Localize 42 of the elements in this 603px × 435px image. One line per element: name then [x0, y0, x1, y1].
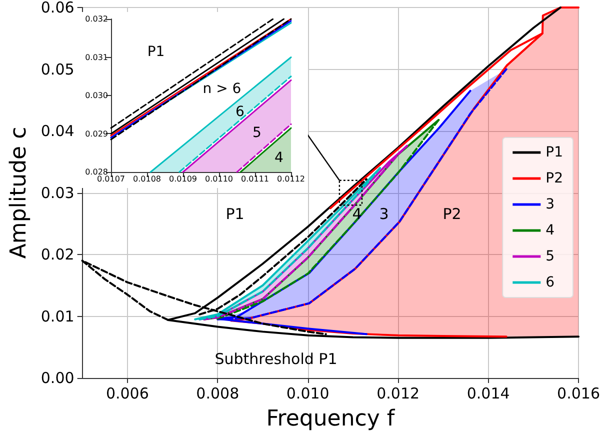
annotation: 3: [379, 205, 389, 223]
y-tick-label: 0.01: [40, 307, 74, 326]
y-tick-label: 0.02: [40, 246, 74, 264]
x-tick-label: 0.0107: [97, 174, 125, 184]
x-tick-label: 0.012: [376, 384, 420, 402]
x-tick-label: 0.0108: [133, 174, 161, 184]
x-tick-label: 0.0109: [169, 174, 197, 184]
x-tick-label: 0.008: [196, 384, 240, 402]
y-tick-label: 0.031: [85, 52, 108, 62]
annotation: P1: [226, 205, 244, 223]
y-tick-label: 0.030: [85, 91, 108, 100]
y-tick-label: 0.028: [85, 168, 108, 176]
y-axis-title: Amplitude c: [6, 126, 32, 259]
annotation: 6: [236, 104, 245, 120]
x-tick-label: 0.0110: [205, 174, 233, 184]
x-tick-label: 0.0112: [277, 174, 306, 184]
x-axis-title: Frequency f: [266, 406, 396, 432]
y-tick-label: 0.05: [40, 60, 74, 78]
x-tick-label: 0.010: [286, 384, 330, 402]
y-tick-label: 0.029: [85, 129, 108, 138]
x-tick-label: 0.0111: [241, 174, 270, 184]
annotation: n > 6: [202, 81, 242, 97]
legend-label: P2: [546, 170, 564, 186]
y-tick-label: 0.03: [40, 184, 74, 202]
legend-label: 5: [546, 248, 555, 264]
annotation: P1: [147, 44, 165, 60]
y-tick-label: 0.00: [40, 369, 74, 387]
annotation: 4: [352, 205, 362, 223]
legend-label: P1: [546, 144, 564, 160]
annotation: Subthreshold P1: [214, 350, 338, 368]
x-tick-label: 0.016: [557, 384, 600, 402]
x-tick-label: 0.014: [466, 384, 510, 402]
legend-label: 4: [546, 222, 555, 238]
annotation: 5: [252, 125, 262, 141]
legend-label: 3: [546, 196, 555, 212]
y-tick-label: 0.032: [85, 14, 108, 24]
y-tick-label: 0.06: [40, 0, 74, 16]
legend-label: 6: [546, 274, 555, 290]
x-tick-label: 0.006: [106, 384, 149, 402]
annotation: 4: [274, 150, 284, 166]
y-tick-label: 0.04: [40, 122, 74, 140]
annotation: P2: [442, 205, 462, 223]
